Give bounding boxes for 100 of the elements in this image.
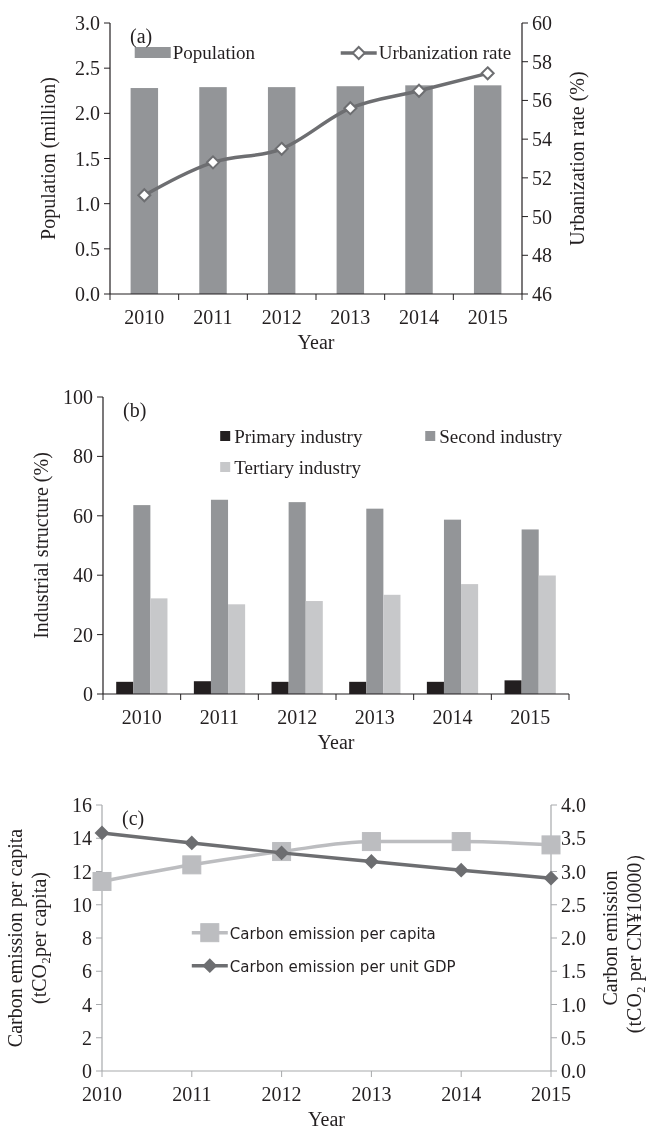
bar xyxy=(521,529,539,694)
annotation: (b) xyxy=(123,399,147,422)
bar xyxy=(210,499,229,694)
y2-tick-label: 0.0 xyxy=(561,1060,586,1082)
y-tick-label: 1.5 xyxy=(75,147,100,170)
y-tick-label: 2.0 xyxy=(75,102,100,125)
point xyxy=(364,854,379,869)
x-tick-label: 2011 xyxy=(193,306,233,328)
legend-label: Primary industry xyxy=(234,426,363,447)
legend-label: Tertiary industry xyxy=(234,457,362,478)
x-axis-title: Year xyxy=(308,1108,346,1130)
y-tick-label: 0.5 xyxy=(75,237,100,260)
x-tick-label: 2013 xyxy=(330,306,371,328)
annotation: (c) xyxy=(122,807,145,830)
bar xyxy=(228,604,246,694)
x-tick-label: 2014 xyxy=(441,1083,482,1105)
y-tick-label: 2.5 xyxy=(75,57,100,80)
bar xyxy=(461,584,479,694)
y-axis-title: Industrial structure (%) xyxy=(30,452,53,639)
point xyxy=(544,871,558,886)
bar xyxy=(305,601,323,694)
legend-label: Second industry xyxy=(439,426,563,447)
bar xyxy=(443,519,462,694)
y2-tick-label: 2.0 xyxy=(561,927,586,949)
y-tick-label: 60 xyxy=(73,504,93,527)
x-tick-label: 2015 xyxy=(510,706,551,728)
x-tick-label: 2013 xyxy=(351,1083,392,1105)
bar xyxy=(366,508,384,694)
y-tick-label: 6 xyxy=(82,960,92,983)
legend-label: Urbanization rate xyxy=(378,42,512,63)
y-tick-label: 0 xyxy=(82,1060,92,1082)
y2-tick-label: 2.5 xyxy=(561,893,586,916)
point xyxy=(92,871,112,891)
y2-tick-label: 48 xyxy=(532,244,552,267)
y2-tick-label: 4.0 xyxy=(561,794,586,816)
y2-tick-label: 54 xyxy=(532,128,552,151)
x-tick-label: 2013 xyxy=(354,706,395,728)
x-tick-label: 2014 xyxy=(399,306,439,328)
y-tick-label: 0.0 xyxy=(75,283,100,305)
x-tick-label: 2012 xyxy=(261,1083,302,1105)
y-tick-label: 4 xyxy=(82,993,92,1016)
point xyxy=(274,141,289,156)
y2-tick-label: 46 xyxy=(532,283,552,305)
point xyxy=(343,101,358,116)
x-tick-label: 2011 xyxy=(199,706,240,728)
x-axis-title: Year xyxy=(317,731,355,753)
point xyxy=(412,83,426,98)
point xyxy=(454,863,469,878)
y-tick-label: 40 xyxy=(73,564,93,587)
y2-tick-label: 52 xyxy=(532,166,552,189)
y2-tick-label: 1.5 xyxy=(561,960,586,983)
x-tick-label: 2014 xyxy=(432,706,473,728)
y2-tick-label: 60 xyxy=(532,12,552,34)
y2-tick-label: 3.0 xyxy=(561,860,586,883)
y-tick-label: 80 xyxy=(73,445,93,468)
y2-tick-label: 0.5 xyxy=(561,1026,586,1049)
legend-label: Population xyxy=(172,42,256,63)
bar xyxy=(288,502,306,694)
x-tick-label: 2012 xyxy=(277,706,318,728)
point xyxy=(206,155,220,170)
x-tick-label: 2015 xyxy=(467,306,508,328)
bar xyxy=(133,505,151,694)
y-tick-label: 3.0 xyxy=(75,12,100,34)
y2-tick-label: 3.5 xyxy=(561,827,586,850)
y-tick-label: 8 xyxy=(82,927,92,949)
bar xyxy=(383,594,401,694)
bar xyxy=(150,598,168,694)
y2-tick-label: 56 xyxy=(532,89,552,112)
x-tick-label: 2010 xyxy=(124,306,165,328)
y-tick-label: 20 xyxy=(73,623,93,646)
annotation: (a) xyxy=(130,25,153,48)
legend-label: Carbon emission per capita xyxy=(229,924,436,943)
bar xyxy=(538,575,556,694)
y-tick-label: 1.0 xyxy=(75,192,100,215)
y2-tick-label: 58 xyxy=(532,50,552,73)
point xyxy=(480,66,495,81)
point xyxy=(361,832,381,852)
y-axis-title: Carbon emission per capita (tCO₂per capita) xyxy=(4,828,51,1048)
point xyxy=(95,825,109,840)
y-tick-label: 16 xyxy=(72,794,92,816)
point xyxy=(451,832,471,852)
y2-axis-title: Carbon emission (tCO₂ per CN¥10000） xyxy=(599,842,646,1034)
y-tick-label: 10 xyxy=(72,893,92,916)
point xyxy=(184,835,199,850)
y-tick-label: 14 xyxy=(72,827,92,850)
y2-tick-label: 1.0 xyxy=(561,993,586,1016)
point xyxy=(137,188,152,203)
x-tick-label: 2010 xyxy=(82,1083,122,1105)
point xyxy=(541,835,561,855)
y-tick-label: 100 xyxy=(63,386,93,408)
x-tick-label: 2015 xyxy=(531,1083,571,1105)
x-tick-label: 2010 xyxy=(121,706,162,728)
legend-label: Carbon emission per unit GDP xyxy=(229,957,456,976)
x-tick-label: 2012 xyxy=(261,306,302,328)
y-tick-label: 12 xyxy=(72,860,92,883)
x-axis-title: Year xyxy=(297,331,335,353)
point xyxy=(182,855,202,875)
y2-axis-title: Urbanization rate (%) xyxy=(566,71,589,246)
y-tick-label: 2 xyxy=(82,1026,92,1049)
x-tick-label: 2011 xyxy=(172,1083,212,1105)
